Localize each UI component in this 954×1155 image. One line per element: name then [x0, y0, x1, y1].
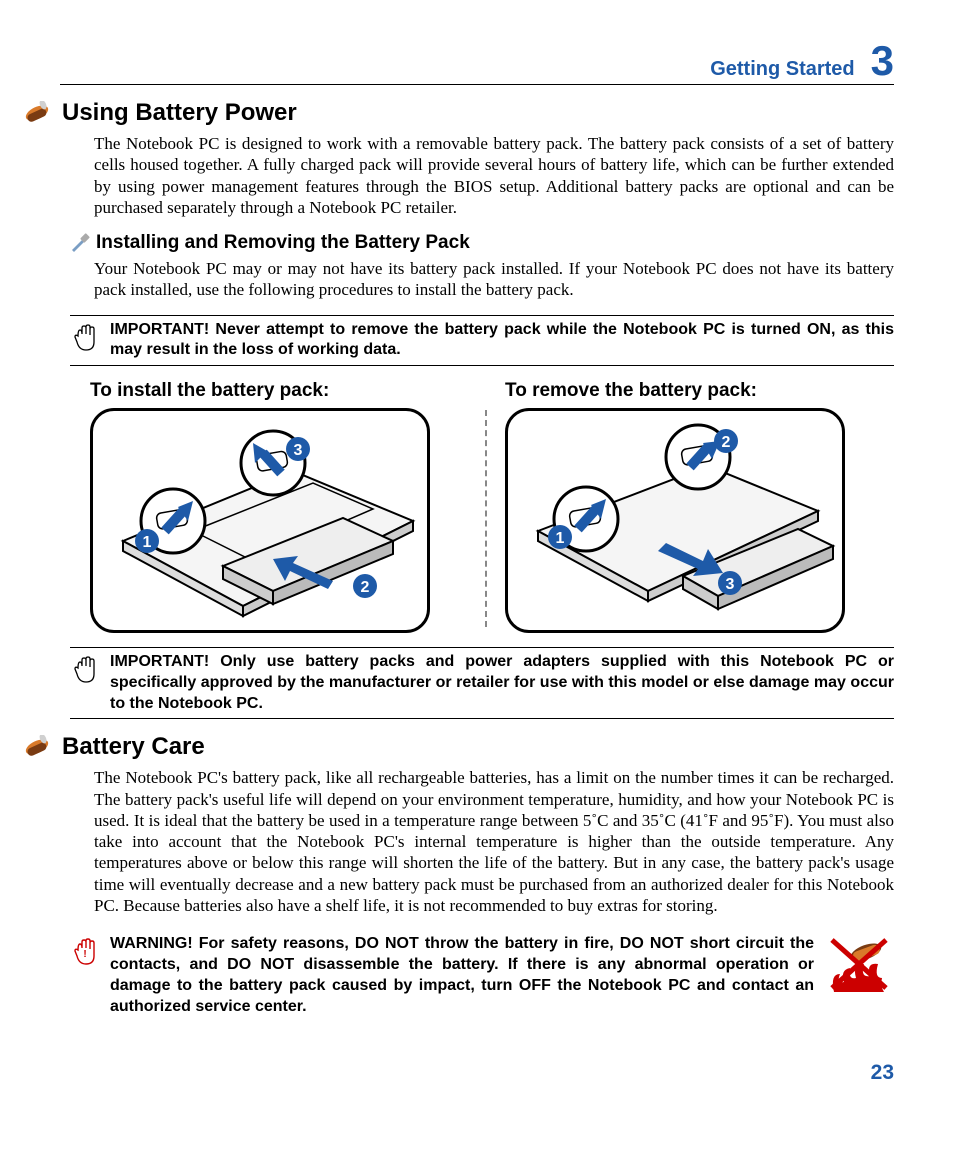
install-diagram: 1 2 3 [90, 408, 430, 633]
svg-text:3: 3 [294, 442, 303, 459]
battery-icon [20, 733, 54, 759]
install-title: To install the battery pack: [90, 380, 479, 402]
no-fire-icon [824, 934, 894, 994]
svg-text:2: 2 [361, 579, 370, 596]
section-using-battery-power: Using Battery Power [20, 99, 894, 133]
subheading-install-remove: Installing and Removing the Battery Pack [96, 232, 470, 254]
warning-hand-icon: ! [70, 934, 100, 966]
content-block: The Notebook PC is designed to work with… [54, 133, 894, 719]
battery-diagrams: To install the battery pack: [90, 380, 894, 633]
important-callout-1: IMPORTANT! Never attempt to remove the b… [70, 315, 894, 367]
diagram-divider [485, 410, 487, 627]
body-battery-care: The Notebook PC's battery pack, like all… [94, 767, 894, 916]
important-callout-2: IMPORTANT! Only use battery packs and po… [70, 647, 894, 719]
important-text-1: IMPORTANT! Never attempt to remove the b… [110, 320, 894, 362]
important-text-2: IMPORTANT! Only use battery packs and po… [110, 652, 894, 714]
body-using-battery-power: The Notebook PC is designed to work with… [94, 133, 894, 218]
heading-battery-care: Battery Care [62, 733, 894, 761]
header-chapter-number: 3 [871, 40, 894, 82]
section-battery-care: Battery Care [20, 733, 894, 767]
remove-diagram: 1 2 3 [505, 408, 845, 633]
screwdriver-icon [70, 232, 90, 257]
remove-diagram-col: To remove the battery pack: [493, 380, 894, 633]
hand-stop-icon [70, 320, 100, 352]
warning-callout: ! WARNING! For safety reasons, DO NOT th… [70, 930, 894, 1021]
heading-using-battery-power: Using Battery Power [62, 99, 894, 127]
svg-text:1: 1 [143, 534, 152, 551]
svg-text:2: 2 [722, 434, 731, 451]
remove-title: To remove the battery pack: [505, 380, 894, 402]
page-number: 23 [871, 1061, 894, 1085]
svg-text:!: ! [83, 949, 86, 960]
hand-stop-icon [70, 652, 100, 684]
subsection-install-remove: Installing and Removing the Battery Pack [70, 232, 894, 258]
install-diagram-col: To install the battery pack: [90, 380, 479, 633]
warning-text: WARNING! For safety reasons, DO NOT thro… [110, 934, 814, 1017]
svg-text:1: 1 [556, 530, 565, 547]
header-section-title: Getting Started [710, 58, 854, 81]
content-block-2: The Notebook PC's battery pack, like all… [54, 767, 894, 1021]
battery-icon [20, 99, 54, 125]
body-install-remove: Your Notebook PC may or may not have its… [94, 258, 894, 301]
page-header: Getting Started 3 [60, 40, 894, 85]
svg-text:3: 3 [726, 576, 735, 593]
